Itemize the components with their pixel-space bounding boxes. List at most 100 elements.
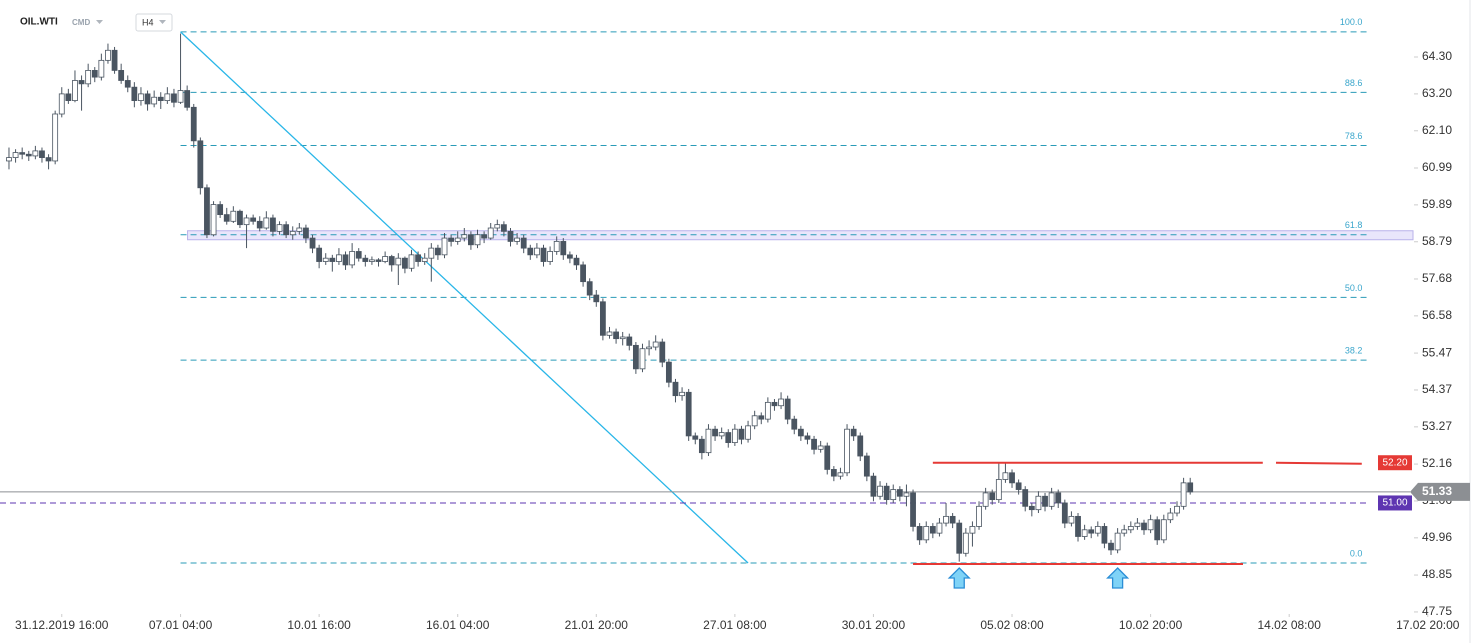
x-tick-label: 30.01 20:00 — [842, 618, 906, 632]
candle-body — [659, 341, 666, 363]
candle-body — [533, 247, 540, 256]
candle-body — [791, 418, 798, 430]
price-tag — [1378, 455, 1412, 471]
x-tick-label: 05.02 08:00 — [980, 618, 1044, 632]
candle-body — [408, 254, 415, 269]
interval-button[interactable] — [135, 13, 173, 32]
candle-body — [718, 432, 725, 437]
candle-body — [309, 237, 316, 249]
candle-body — [870, 475, 877, 497]
y-tick-label: 52.16 — [1422, 456, 1452, 470]
y-tick-label: 62.10 — [1422, 123, 1452, 137]
y-tick-label: 53.27 — [1422, 419, 1452, 433]
candle-body — [982, 492, 989, 507]
x-tick-label: 07.01 04:00 — [149, 618, 213, 632]
candle-body — [164, 93, 171, 101]
candle-body — [804, 435, 811, 440]
candle-body — [355, 251, 362, 259]
candle-body — [250, 217, 257, 222]
x-tick-label: 27.01 08:00 — [703, 618, 767, 632]
y-tick-label: 55.47 — [1422, 345, 1452, 359]
price-tag-label: 52.20 — [1382, 457, 1407, 468]
candle-body — [65, 93, 72, 101]
candle-body — [448, 237, 455, 242]
candle-body — [1174, 505, 1180, 514]
candle-body — [395, 257, 402, 266]
candle-body — [725, 432, 732, 444]
candle-body — [1147, 519, 1154, 531]
candle-body — [1028, 505, 1035, 511]
candle-body — [329, 257, 336, 262]
candle-body — [619, 336, 626, 340]
candle-body — [758, 415, 765, 420]
candle-body — [1160, 519, 1167, 541]
candle-body — [929, 526, 936, 534]
candle-body — [626, 336, 633, 346]
candle-body — [903, 492, 910, 497]
candle-body — [1187, 482, 1194, 493]
candle-body — [157, 96, 164, 101]
candle-body — [910, 492, 916, 527]
candle-body — [1015, 482, 1022, 490]
candle-body — [995, 479, 1002, 501]
candle-body — [1035, 495, 1042, 511]
candle-body — [402, 257, 408, 269]
candle-body — [1134, 522, 1141, 527]
candle-body — [751, 415, 758, 427]
candle-body — [857, 435, 864, 457]
candle-body — [303, 227, 309, 239]
price-tag-label: 51.00 — [1382, 498, 1407, 509]
candle-body — [131, 86, 138, 101]
candle-body — [593, 294, 600, 303]
interval: H4 — [142, 17, 154, 27]
candle-body — [487, 227, 494, 239]
candle-body — [501, 224, 507, 232]
candle-body — [204, 187, 210, 236]
candle-body — [210, 204, 217, 236]
candle-body — [685, 391, 692, 437]
candle-body — [989, 492, 996, 501]
candle-body — [949, 515, 956, 524]
candle-body — [553, 241, 560, 252]
y-tick-label: 54.37 — [1422, 382, 1452, 396]
candle-body — [652, 341, 659, 348]
candle-body — [844, 428, 850, 474]
candle-body — [877, 485, 883, 497]
candle-body — [12, 152, 19, 158]
candle-body — [39, 150, 45, 158]
candle-body — [388, 256, 395, 266]
candle-body — [698, 438, 705, 454]
candle-body — [560, 241, 567, 256]
candle-body — [573, 257, 580, 266]
candle-body — [679, 391, 685, 397]
candle-body — [190, 106, 197, 142]
candle-body — [745, 425, 751, 440]
candle-body — [1094, 526, 1101, 534]
candle-body — [923, 526, 930, 541]
candle-body — [72, 80, 78, 101]
y-tick-label: 49.96 — [1422, 530, 1452, 544]
candle-body — [177, 90, 184, 103]
candle-body — [1088, 529, 1095, 534]
candle-body — [118, 70, 125, 81]
candle-body — [1048, 492, 1055, 507]
candle-body — [184, 90, 191, 108]
x-tick-label: 10.01 16:00 — [287, 618, 351, 632]
candle-body — [797, 428, 804, 437]
candle-body — [217, 204, 224, 215]
candle-body — [230, 210, 237, 222]
candle-body — [916, 526, 923, 541]
candle-body — [171, 93, 177, 103]
candle-body — [58, 93, 65, 115]
candle-body — [1108, 542, 1114, 551]
candle-body — [1075, 515, 1081, 537]
candle-body — [25, 153, 32, 157]
candle-body — [586, 281, 593, 296]
candle-body — [474, 234, 481, 246]
symbol-dropdown[interactable] — [96, 20, 103, 24]
candle-body — [263, 217, 270, 229]
candle-body — [1114, 532, 1121, 551]
candle-body — [672, 381, 679, 397]
y-tick-label: 59.89 — [1422, 197, 1452, 211]
